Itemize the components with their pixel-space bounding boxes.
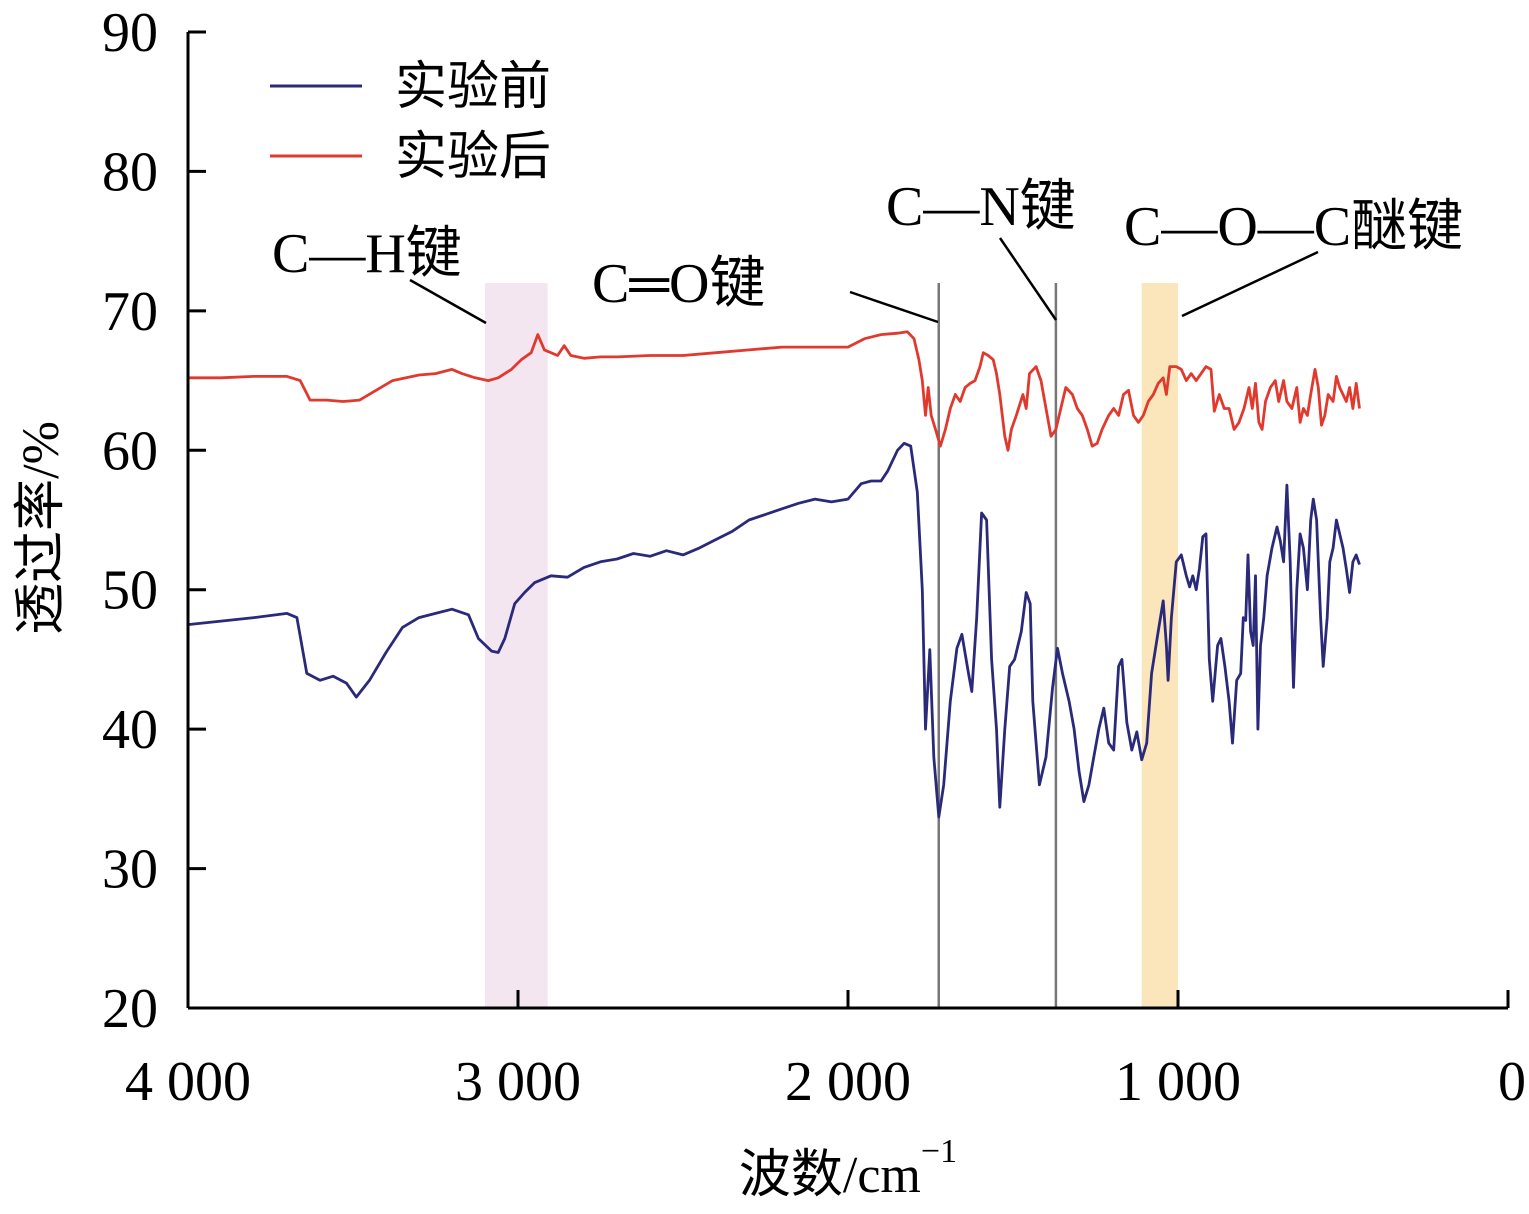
annotation-ch-bond: C—H键	[272, 223, 462, 285]
x-tick-label: 1 000	[1115, 1051, 1241, 1113]
x-axis-label-superscript: −1	[921, 1133, 957, 1170]
annotation-co-double-bond: C═O键	[592, 253, 765, 315]
annotation-ch-leader	[409, 278, 487, 325]
x-axis-label: 波数/cm−1	[739, 1133, 957, 1204]
annotation-co-leader	[849, 290, 939, 324]
y-tick-label: 50	[102, 560, 158, 622]
y-tick-label: 80	[102, 141, 158, 203]
legend-label-0: 实验前	[395, 59, 551, 116]
axes: 20 30 40 50 60 70 80 90 4 000 3 000 2 000 1 000 0 波数/…	[13, 2, 1526, 1204]
reference-lines	[937, 282, 1058, 1008]
band-coc	[1141, 282, 1178, 1008]
series-line-0	[187, 441, 1361, 819]
annotations: C—H键 C═O键 C—N键 C—O—C醚键	[272, 176, 1463, 325]
band-ch	[485, 282, 548, 1008]
y-tick-label: 60	[102, 420, 158, 482]
x-tick-label: 3 000	[455, 1051, 581, 1113]
series-line-1	[188, 330, 1361, 452]
annotation-cn-bond: C—N键	[886, 176, 1076, 238]
legend-label-1: 实验后	[395, 129, 551, 186]
highlight-bands	[485, 282, 1178, 1008]
annotation-cn-leader	[998, 237, 1058, 321]
x-tick-label: 2 000	[785, 1051, 911, 1113]
y-tick-label: 40	[102, 699, 158, 761]
annotation-coc-leader	[1181, 250, 1319, 318]
y-tick-label: 70	[102, 281, 158, 343]
annotation-coc-bond: C—O—C醚键	[1124, 196, 1463, 258]
y-axis-label: 透过率/%	[13, 421, 70, 635]
x-tick-label: 4 000	[125, 1051, 251, 1113]
y-tick-label: 90	[102, 2, 158, 64]
series-lines	[187, 330, 1361, 819]
x-tick-label: 0	[1498, 1051, 1526, 1113]
x-axis-label-text: 波数/cm	[739, 1147, 921, 1204]
y-tick-label: 20	[102, 978, 158, 1040]
y-tick-label: 30	[102, 839, 158, 901]
